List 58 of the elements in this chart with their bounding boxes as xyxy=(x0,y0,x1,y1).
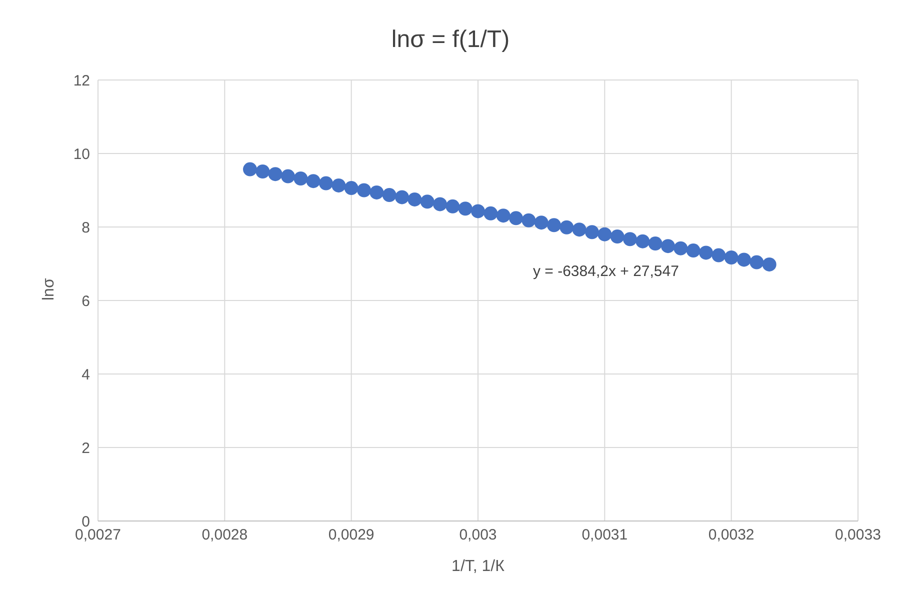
point xyxy=(610,230,624,244)
x-axis-title: 1/T, 1/К xyxy=(452,558,506,575)
point xyxy=(762,257,776,272)
point xyxy=(395,190,409,204)
point xyxy=(686,244,700,258)
point xyxy=(585,225,599,240)
point xyxy=(268,167,282,182)
point xyxy=(623,232,637,246)
point xyxy=(256,164,270,179)
point xyxy=(598,227,612,242)
x-tick-label: 0,0032 xyxy=(708,526,754,544)
chart-title: lnσ = f(1/T) xyxy=(390,25,511,55)
y-tick-label: 10 xyxy=(73,146,90,163)
point xyxy=(547,218,561,232)
x-tick-label: 0,0029 xyxy=(328,526,374,544)
y-tick-label: 8 xyxy=(82,219,90,236)
x-tick-label: 0,0033 xyxy=(835,526,881,544)
point xyxy=(522,213,536,228)
y-tick-label: 12 xyxy=(73,72,90,90)
point xyxy=(420,194,434,209)
point xyxy=(433,197,447,212)
x-tick-label: 0,0028 xyxy=(202,526,248,544)
point xyxy=(357,183,371,198)
x-tick-label: 0,0031 xyxy=(582,526,628,544)
point xyxy=(750,255,764,270)
point xyxy=(344,181,358,196)
point xyxy=(306,174,320,188)
point xyxy=(382,188,396,202)
point xyxy=(509,211,523,226)
point xyxy=(446,199,460,214)
x-tick-label: 0,003 xyxy=(459,526,497,544)
point xyxy=(661,239,675,254)
y-axis-title: lnσ xyxy=(40,278,58,300)
point xyxy=(737,252,751,267)
point xyxy=(560,220,574,234)
point xyxy=(370,185,384,200)
annotation: y = -6384,2x + 27,547 xyxy=(533,263,679,280)
point xyxy=(496,208,510,223)
point xyxy=(712,248,726,262)
point xyxy=(674,241,688,256)
point xyxy=(281,169,295,184)
point xyxy=(534,216,548,230)
point xyxy=(243,162,257,176)
y-tick-label: 6 xyxy=(82,292,90,310)
point xyxy=(572,222,586,237)
point xyxy=(319,176,333,190)
point xyxy=(408,192,422,206)
point xyxy=(724,250,738,265)
point xyxy=(648,236,662,251)
point xyxy=(636,234,650,248)
y-tick-label: 2 xyxy=(82,440,90,457)
point xyxy=(294,171,308,186)
point xyxy=(458,202,472,216)
point xyxy=(484,206,498,220)
point xyxy=(332,178,346,192)
point xyxy=(471,204,485,218)
y-tick-label: 4 xyxy=(82,366,90,384)
point xyxy=(699,246,713,260)
